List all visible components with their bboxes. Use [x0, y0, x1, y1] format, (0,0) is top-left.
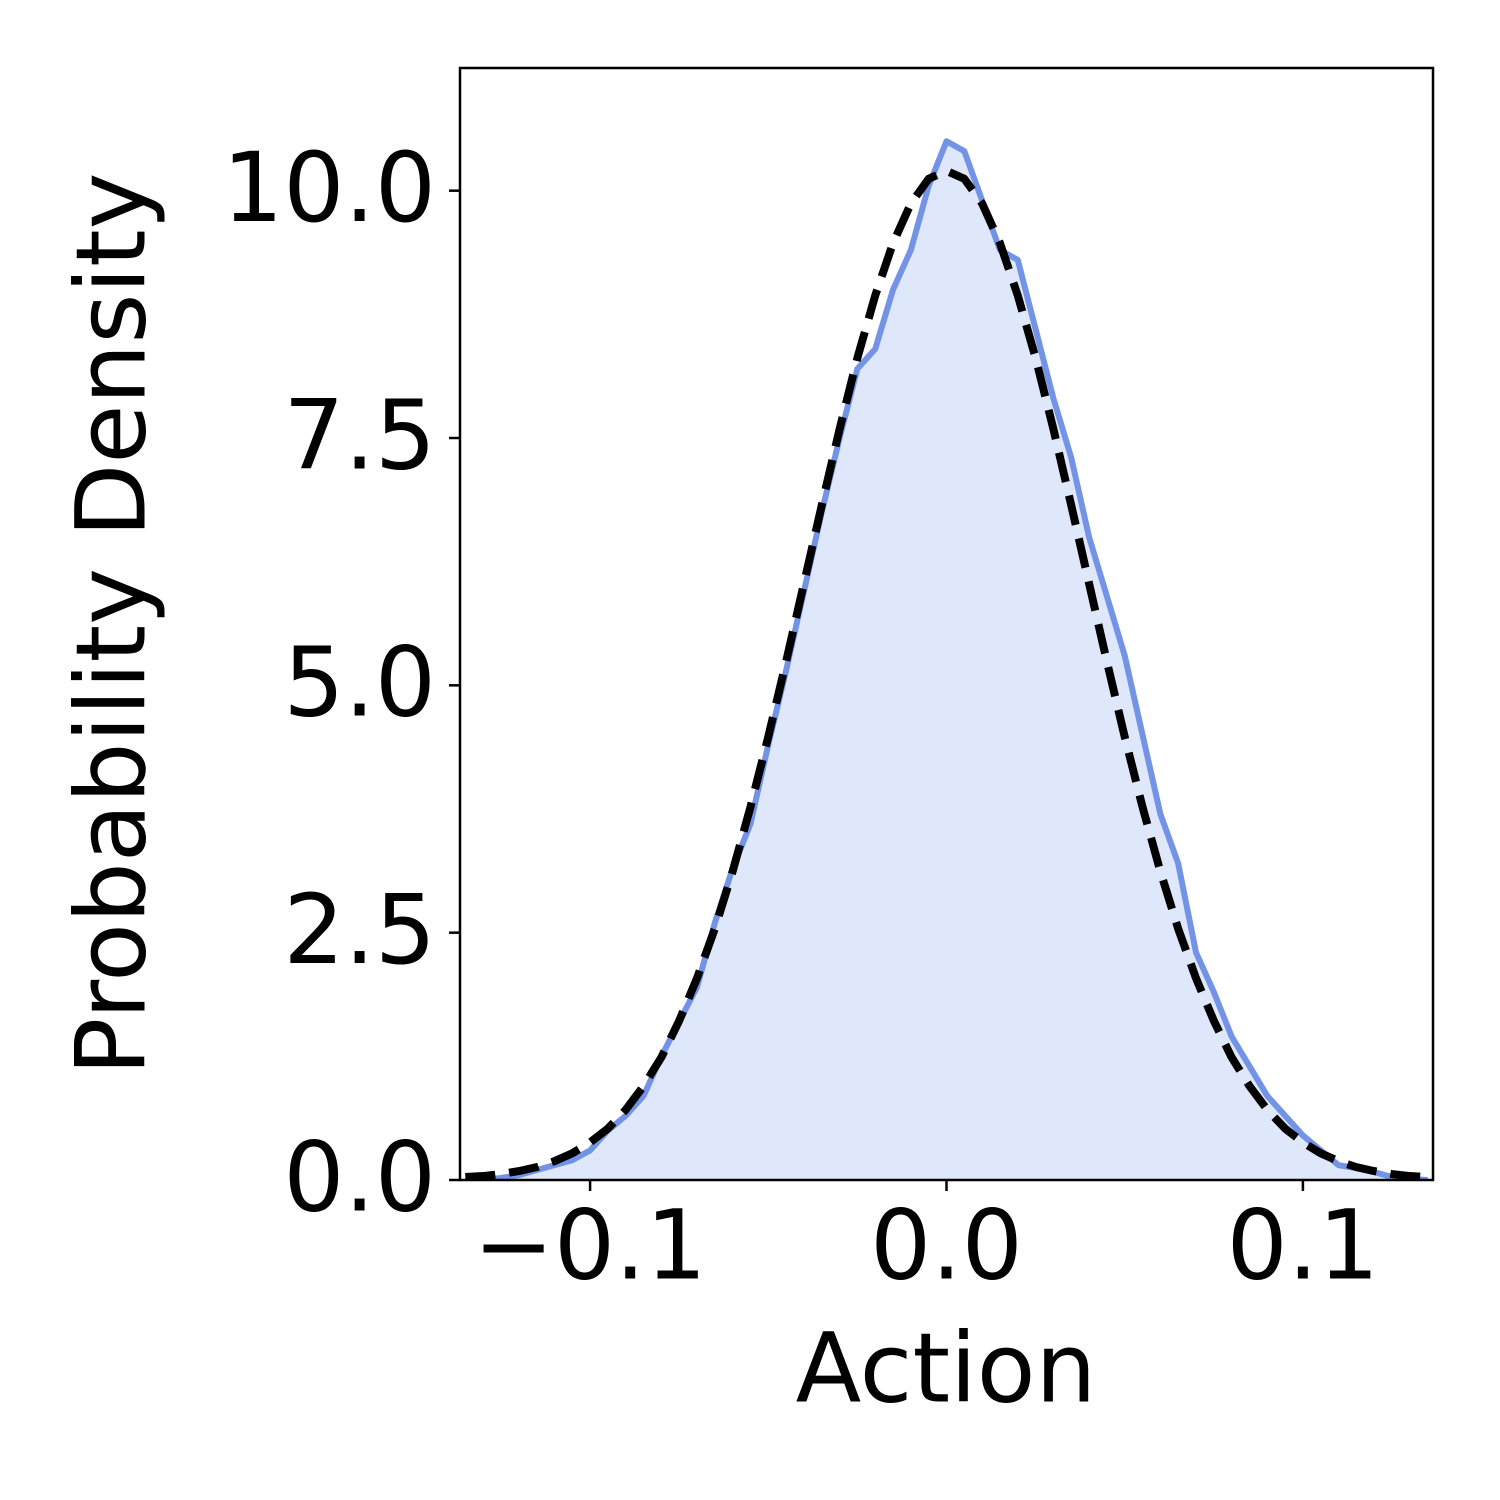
x-axis-label: Action: [796, 1312, 1097, 1424]
y-tick-label: 2.5: [283, 874, 436, 986]
y-tick-label: 7.5: [283, 379, 436, 491]
y-axis-label: Probability Density: [55, 173, 167, 1076]
y-tick-label: 0.0: [283, 1121, 436, 1233]
fitted-curve: [465, 166, 1428, 1180]
density-line: [465, 138, 1428, 1180]
x-tick-label: 0.1: [1227, 1189, 1380, 1301]
y-tick-label: 10.0: [222, 132, 436, 244]
x-tick-label: −0.1: [474, 1189, 707, 1301]
y-tick-label: 5.0: [283, 627, 436, 739]
x-tick-label: 0.0: [870, 1189, 1023, 1301]
plot-area: [465, 138, 1428, 1180]
